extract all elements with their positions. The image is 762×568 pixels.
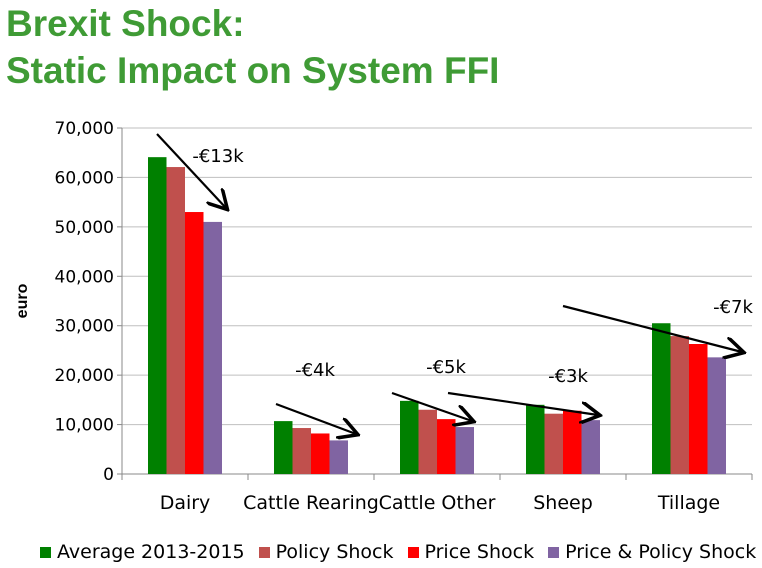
- legend-swatch: [407, 546, 419, 558]
- x-tick-label: Cattle Other: [379, 492, 496, 514]
- bar-dairy: [166, 167, 185, 474]
- title-line-1: Brexit Shock:: [6, 3, 245, 44]
- legend-label: Policy Shock: [275, 541, 394, 563]
- bar-dairy: [148, 157, 167, 475]
- legend-label: Price Shock: [424, 541, 535, 563]
- change-annotation: -€3k: [548, 366, 588, 387]
- change-annotation: -€4k: [295, 360, 335, 381]
- change-annotation: -€5k: [426, 357, 466, 378]
- legend-swatch: [258, 546, 270, 558]
- trend-arrow: [391, 391, 472, 421]
- trend-arrow: [156, 133, 226, 208]
- bar-cattle-rearing: [329, 440, 348, 474]
- bar-cattle-other: [400, 400, 419, 474]
- trend-arrow: [275, 402, 356, 434]
- change-annotation: -€7k: [713, 297, 753, 318]
- bar-tillage: [670, 336, 689, 474]
- title-line-2: Static Impact on System FFI: [6, 50, 500, 91]
- bar-sheep: [544, 413, 563, 474]
- legend-item: Price Shock: [407, 541, 535, 563]
- legend-item: Price & Policy Shock: [548, 541, 756, 563]
- x-tick-label: Cattle Rearing: [243, 492, 379, 514]
- y-tick-label: 70,000: [55, 119, 114, 139]
- legend-swatch: [548, 546, 560, 558]
- y-tick-label: 0: [103, 465, 114, 485]
- bar-cattle-other: [437, 419, 456, 474]
- y-tick-label: 30,000: [55, 317, 114, 337]
- x-tick-label: Dairy: [160, 492, 211, 514]
- bar-cattle-rearing: [292, 428, 311, 474]
- legend-label: Average 2013-2015: [57, 541, 245, 563]
- y-tick-label: 20,000: [55, 366, 114, 386]
- bar-cattle-rearing: [274, 421, 293, 474]
- bar-tillage: [689, 344, 708, 474]
- x-tick-label: Sheep: [533, 492, 593, 514]
- change-annotation: -€13k: [192, 146, 244, 167]
- bar-dairy: [185, 212, 204, 474]
- bar-dairy: [203, 221, 222, 474]
- x-tick-label: Tillage: [657, 492, 720, 514]
- legend-item: Policy Shock: [258, 541, 394, 563]
- bar-sheep: [581, 420, 600, 474]
- bar-cattle-other: [455, 427, 474, 474]
- y-tick-label: 50,000: [55, 218, 114, 238]
- bar-tillage: [707, 357, 726, 474]
- bar-sheep: [526, 404, 545, 474]
- bar-cattle-rearing: [311, 433, 330, 474]
- y-tick-label: 10,000: [55, 416, 114, 436]
- legend-item: Average 2013-2015: [40, 541, 245, 563]
- y-tick-label: 40,000: [55, 267, 114, 287]
- y-tick-label: 60,000: [55, 168, 114, 188]
- legend-swatch: [40, 546, 51, 558]
- bar-cattle-other: [418, 409, 437, 474]
- trend-arrow: [447, 391, 598, 415]
- bar-tillage: [652, 323, 671, 474]
- bar-sheep: [563, 410, 582, 474]
- y-axis-label: euro: [14, 283, 31, 318]
- chart-legend: Average 2013-2015 Policy Shock Price Shock…: [40, 541, 756, 563]
- page-title: Brexit Shock: Static Impact on System FF…: [6, 0, 499, 94]
- legend-label: Price & Policy Shock: [565, 541, 757, 563]
- trend-arrow: [562, 304, 742, 352]
